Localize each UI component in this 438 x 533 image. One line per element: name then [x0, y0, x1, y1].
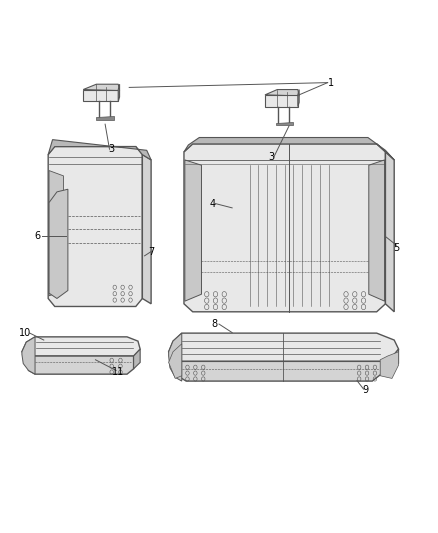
- Polygon shape: [298, 90, 299, 107]
- Polygon shape: [385, 152, 394, 312]
- Polygon shape: [134, 349, 140, 369]
- Polygon shape: [265, 95, 298, 107]
- Polygon shape: [48, 147, 142, 306]
- Polygon shape: [184, 138, 394, 160]
- Text: 8: 8: [212, 319, 218, 329]
- Polygon shape: [185, 160, 201, 301]
- Text: 10: 10: [19, 328, 32, 338]
- Text: 7: 7: [148, 247, 154, 256]
- Polygon shape: [169, 333, 399, 361]
- Text: 5: 5: [393, 243, 399, 253]
- Polygon shape: [28, 356, 134, 374]
- Polygon shape: [177, 361, 381, 381]
- Polygon shape: [184, 144, 385, 312]
- Text: 9: 9: [363, 385, 369, 395]
- Polygon shape: [83, 90, 118, 101]
- Polygon shape: [265, 90, 299, 96]
- Polygon shape: [169, 333, 182, 381]
- Polygon shape: [49, 171, 64, 296]
- Text: 3: 3: [109, 144, 115, 154]
- Polygon shape: [369, 160, 385, 301]
- Polygon shape: [22, 337, 140, 356]
- Polygon shape: [49, 189, 68, 298]
- Text: 6: 6: [34, 231, 40, 240]
- Polygon shape: [142, 155, 151, 304]
- Text: 11: 11: [112, 367, 124, 376]
- Polygon shape: [96, 116, 114, 120]
- Polygon shape: [381, 349, 399, 374]
- Text: 1: 1: [328, 78, 334, 87]
- Polygon shape: [83, 84, 120, 91]
- Text: 3: 3: [268, 152, 275, 162]
- Polygon shape: [380, 352, 399, 378]
- Polygon shape: [118, 84, 120, 101]
- Polygon shape: [276, 122, 293, 125]
- Polygon shape: [48, 140, 151, 160]
- Polygon shape: [169, 344, 182, 378]
- Polygon shape: [22, 337, 35, 374]
- Text: 4: 4: [209, 199, 215, 208]
